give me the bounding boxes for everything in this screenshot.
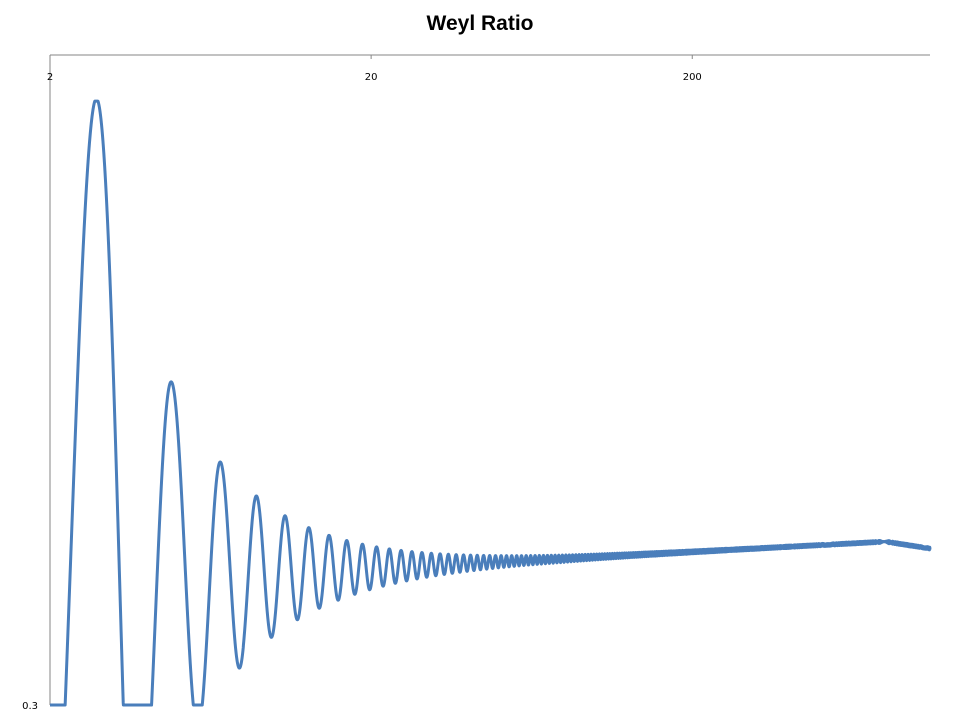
chart-title: Weyl Ratio <box>426 12 534 35</box>
x-tick-label: 200 <box>683 72 702 83</box>
x-tick-label: 20 <box>365 72 378 83</box>
series-line <box>48 99 932 707</box>
chart-ticks: 2 20 200 0.3 <box>22 55 702 712</box>
chart-axes <box>49 54 930 706</box>
x-tick-label: 2 <box>47 72 53 83</box>
y-tick-label: 0.3 <box>22 701 38 712</box>
